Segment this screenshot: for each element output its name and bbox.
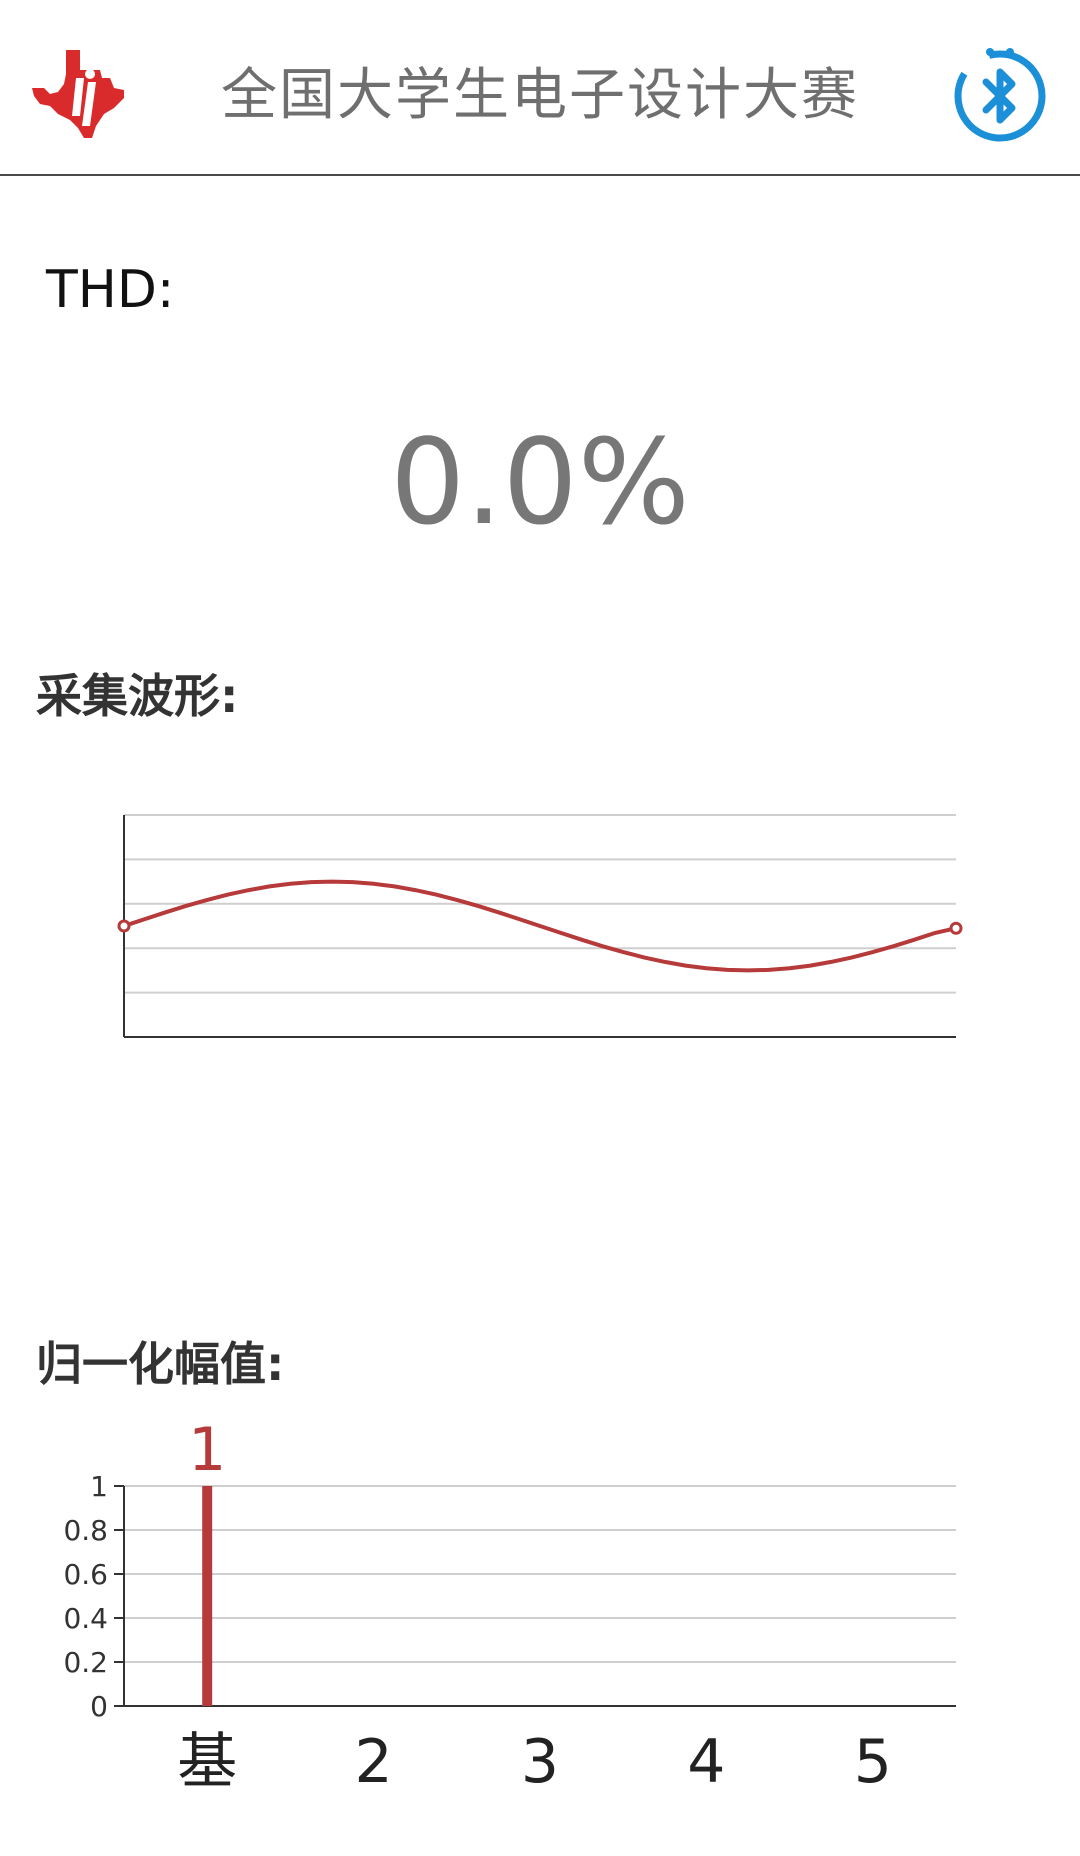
- y-tick-label: 0.8: [63, 1514, 108, 1547]
- harmonics-label: 归一化幅值:: [36, 1337, 285, 1391]
- x-category-label: 2: [355, 1727, 393, 1797]
- waveform-label: 采集波形:: [36, 669, 239, 723]
- y-tick-label: 0: [90, 1690, 108, 1723]
- app-title: 全国大学生电子设计大赛: [221, 63, 859, 128]
- harmonics-bar-chart: 0 0.2 0.4 0.6 0.8 1 基 1 2 3 4 5: [63, 1415, 956, 1797]
- thd-value: 0.0%: [390, 413, 690, 551]
- wave-series-line: [123, 879, 957, 973]
- y-tick-label: 1: [90, 1470, 108, 1503]
- bar-data-label: 1: [188, 1415, 226, 1485]
- wave-end-point: [949, 921, 963, 935]
- x-category-label: 4: [687, 1727, 725, 1797]
- harmonic-bar: [202, 1486, 213, 1706]
- y-tick-label: 0.4: [63, 1602, 108, 1635]
- thd-label: THD:: [46, 260, 175, 320]
- x-category-label: 基: [177, 1727, 237, 1797]
- waveform-chart: [117, 814, 963, 1038]
- y-tick-label: 0.6: [63, 1558, 108, 1591]
- x-category-label: 3: [521, 1727, 559, 1797]
- wave-start-point: [117, 919, 131, 933]
- y-tick-label: 0.2: [63, 1646, 108, 1679]
- x-category-label: 5: [854, 1727, 892, 1797]
- ti-logo-icon: [32, 50, 124, 138]
- app-header: 全国大学生电子设计大赛: [0, 0, 1080, 176]
- bluetooth-icon[interactable]: [950, 44, 1050, 144]
